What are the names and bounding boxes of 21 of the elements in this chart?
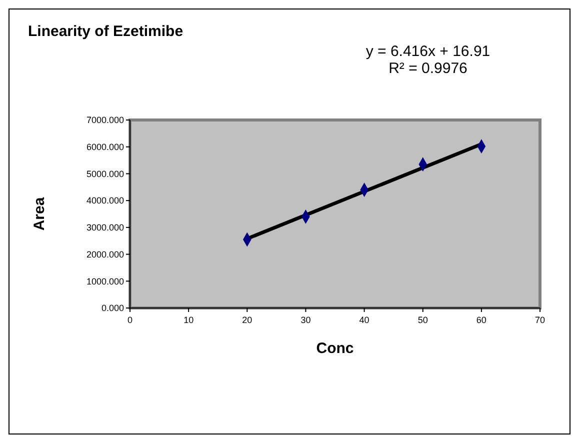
- y-tick-label: 3000.000: [86, 222, 124, 233]
- x-axis-title: Conc: [316, 340, 354, 357]
- x-tick-label: 50: [418, 315, 428, 325]
- x-tick-label: 10: [184, 315, 194, 325]
- y-tick-label: 6000.000: [86, 142, 124, 152]
- x-tick-label: 20: [242, 315, 252, 325]
- x-tick-label: 60: [476, 315, 486, 325]
- text: R² = 0.9976: [388, 60, 468, 77]
- y-tick-label: 1000.000: [86, 276, 124, 286]
- y-tick-label: 5000.000: [86, 168, 124, 179]
- x-tick-label: 30: [300, 315, 311, 325]
- y-tick-label: 2000.000: [86, 249, 124, 260]
- y-axis-title: Area: [31, 196, 48, 231]
- y-tick-label: 7000.000: [86, 115, 124, 126]
- x-tick-label: 40: [359, 315, 370, 325]
- x-tick-label: 70: [534, 315, 546, 325]
- chart-title: Linearity of Ezetimibe: [28, 23, 184, 40]
- y-tick-label: 0.000: [101, 303, 124, 314]
- x-tick-label: 0: [127, 315, 133, 325]
- text: y = 6.416x + 16.91: [366, 43, 490, 60]
- y-tick-label: 4000.000: [86, 196, 124, 206]
